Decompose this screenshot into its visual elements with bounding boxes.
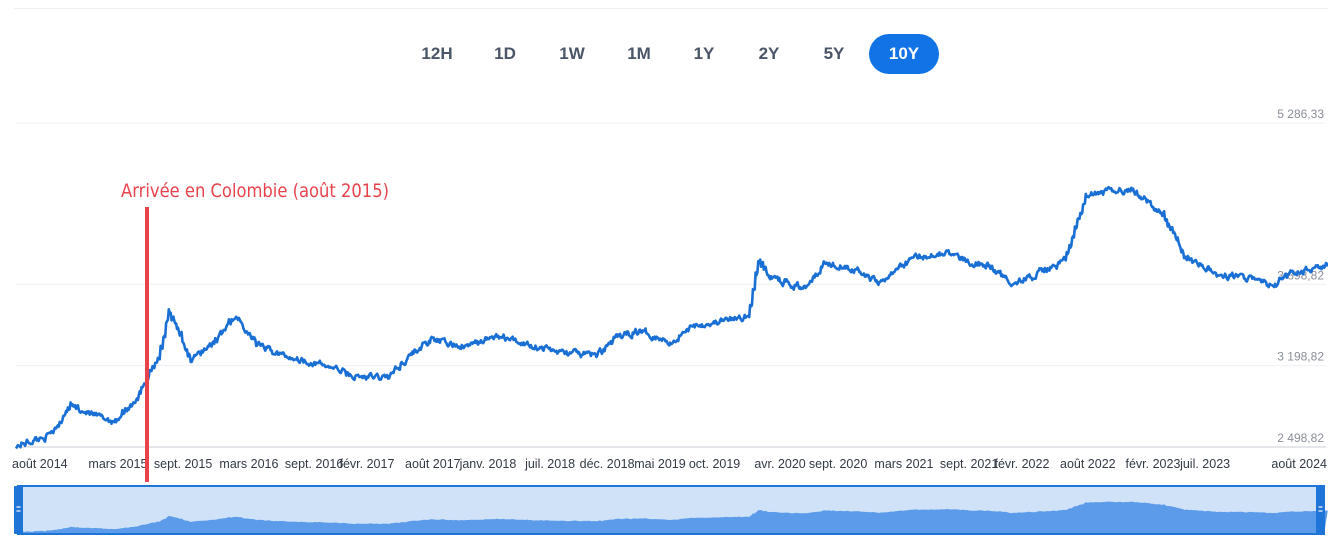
range-selector: 12H 1D 1W 1M 1Y 2Y 5Y 10Y	[0, 34, 1328, 74]
x-tick-label: janv. 2018	[459, 457, 517, 471]
range-12h-button[interactable]: 12H	[402, 34, 472, 74]
x-tick-label: août 2024	[1271, 457, 1327, 471]
x-axis-ticks: août 2014 mars 2015 sept. 2015 mars 2016 sep…	[12, 457, 1327, 471]
price-series-line	[14, 185, 1328, 450]
y-tick-label: 2 498,82	[1277, 431, 1324, 445]
x-tick-label: oct. 2019	[689, 457, 740, 471]
annotation-label: Arrivée en Colombie (août 2015)	[121, 180, 389, 202]
series-group	[14, 185, 1328, 450]
x-tick-label: sept. 2016	[285, 457, 343, 471]
x-tick-label: mai 2019	[634, 457, 685, 471]
x-tick-label: mars 2015	[88, 457, 147, 471]
range-1m-button[interactable]: 1M	[604, 34, 674, 74]
range-1d-button[interactable]: 1D	[470, 34, 540, 74]
x-tick-label: sept. 2020	[809, 457, 867, 471]
navigator-left-handle[interactable]	[14, 486, 23, 534]
range-1w-button[interactable]: 1W	[537, 34, 607, 74]
top-divider	[14, 8, 1328, 9]
grid-lines	[16, 122, 1326, 448]
x-tick-label: août 2017	[405, 457, 461, 471]
range-2y-button[interactable]: 2Y	[734, 34, 804, 74]
range-1y-button[interactable]: 1Y	[669, 34, 739, 74]
x-tick-label: févr. 2022	[995, 457, 1050, 471]
x-tick-label: juil. 2023	[1179, 457, 1230, 471]
y-tick-label: 5 286,33	[1277, 107, 1324, 121]
x-tick-label: mars 2021	[874, 457, 933, 471]
x-tick-label: avr. 2020	[754, 457, 805, 471]
navigator-area	[16, 501, 1328, 534]
x-tick-label: sept. 2021	[940, 457, 998, 471]
x-tick-label: août 2022	[1060, 457, 1116, 471]
range-navigator[interactable]	[14, 485, 1328, 535]
range-5y-button[interactable]: 5Y	[799, 34, 869, 74]
annotation-group: Arrivée en Colombie (août 2015)	[121, 180, 389, 482]
range-10y-button[interactable]: 10Y	[869, 34, 939, 74]
x-tick-label: sept. 2015	[154, 457, 212, 471]
y-tick-label: 3 198,82	[1277, 350, 1324, 364]
x-tick-label: août 2014	[12, 457, 68, 471]
x-tick-label: déc. 2018	[580, 457, 635, 471]
x-tick-label: févr. 2017	[340, 457, 395, 471]
x-tick-label: juil. 2018	[524, 457, 575, 471]
x-tick-label: févr. 2023	[1126, 457, 1181, 471]
navigator-right-handle[interactable]	[1316, 486, 1325, 534]
x-tick-label: mars 2016	[219, 457, 278, 471]
